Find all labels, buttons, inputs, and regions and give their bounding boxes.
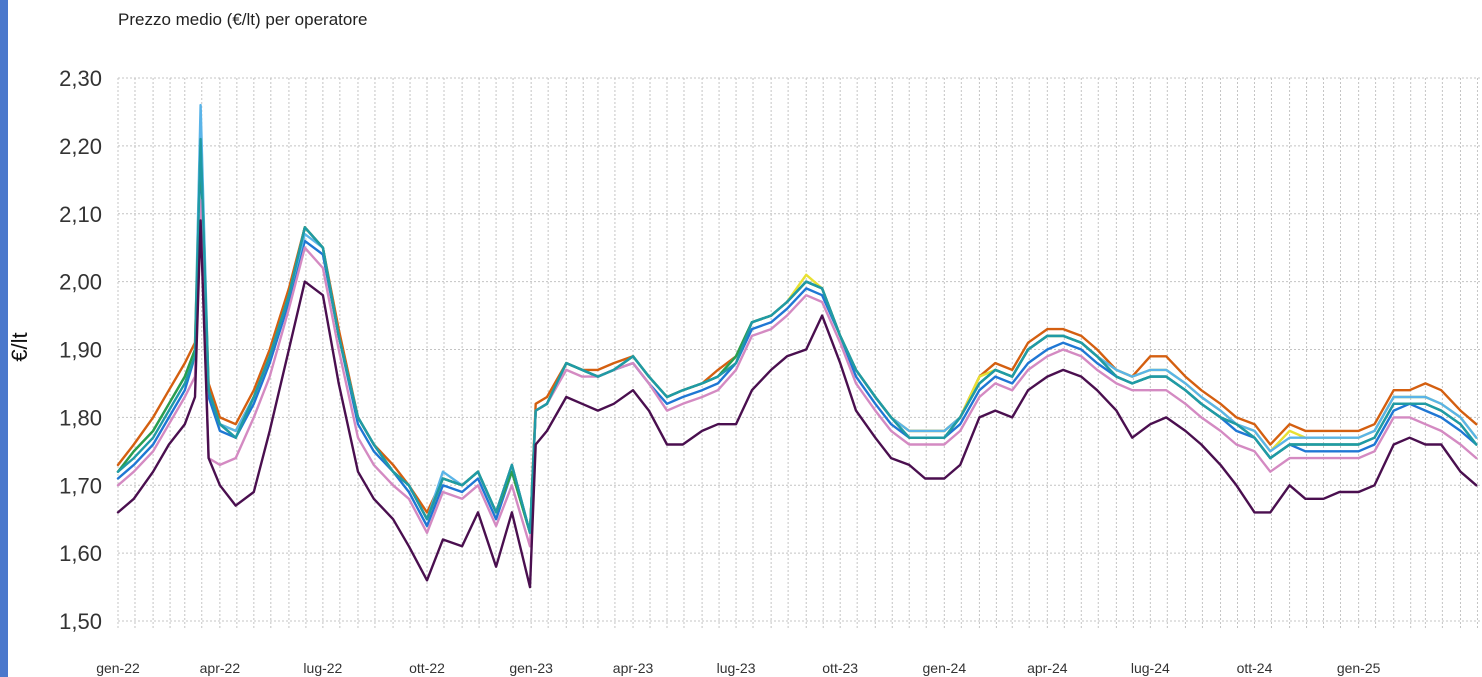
- x-tick-label: gen-25: [1337, 660, 1381, 676]
- series-lines: [116, 103, 1478, 589]
- y-tick-label: 2,10: [59, 202, 102, 227]
- x-tick-label: apr-23: [613, 660, 654, 676]
- x-tick-label: ott-23: [822, 660, 858, 676]
- series-line-2: [116, 144, 1478, 534]
- grid: [117, 77, 1482, 629]
- series-line-1: [116, 151, 1478, 534]
- x-tick-label: lug-23: [717, 660, 756, 676]
- series-line-6: [116, 199, 1478, 548]
- y-tick-label: 1,90: [59, 338, 102, 363]
- y-tick-label: 2,20: [59, 134, 102, 159]
- y-tick-label: 2,00: [59, 270, 102, 295]
- x-tick-label: lug-24: [1131, 660, 1170, 676]
- chart-title: Prezzo medio (€/lt) per operatore: [118, 10, 368, 29]
- y-tick-label: 1,80: [59, 405, 102, 430]
- series-line-3: [116, 124, 1478, 534]
- y-tick-label: 1,50: [59, 609, 102, 634]
- left-accent-bar: [0, 0, 8, 677]
- x-tick-label: ott-22: [409, 660, 445, 676]
- y-axis-ticks: 1,50 1,60 1,70 1,80 1,90 2,00 2,10 2,20 2,30: [59, 66, 102, 634]
- x-tick-label: ott-24: [1237, 660, 1273, 676]
- y-tick-label: 2,30: [59, 66, 102, 91]
- y-tick-label: 1,70: [59, 473, 102, 498]
- x-tick-label: lug-22: [303, 660, 342, 676]
- series-line-7: [116, 137, 1478, 534]
- x-tick-label: gen-22: [96, 660, 140, 676]
- x-tick-label: apr-22: [200, 660, 241, 676]
- series-line-5: [116, 144, 1478, 534]
- x-tick-label: gen-23: [509, 660, 553, 676]
- y-tick-label: 1,60: [59, 541, 102, 566]
- x-tick-label: apr-24: [1027, 660, 1068, 676]
- series-line-8: [116, 219, 1478, 589]
- x-tick-label: gen-24: [923, 660, 967, 676]
- x-axis-ticks: gen-22 apr-22 lug-22 ott-22 gen-23 apr-23 lug-…: [96, 660, 1380, 676]
